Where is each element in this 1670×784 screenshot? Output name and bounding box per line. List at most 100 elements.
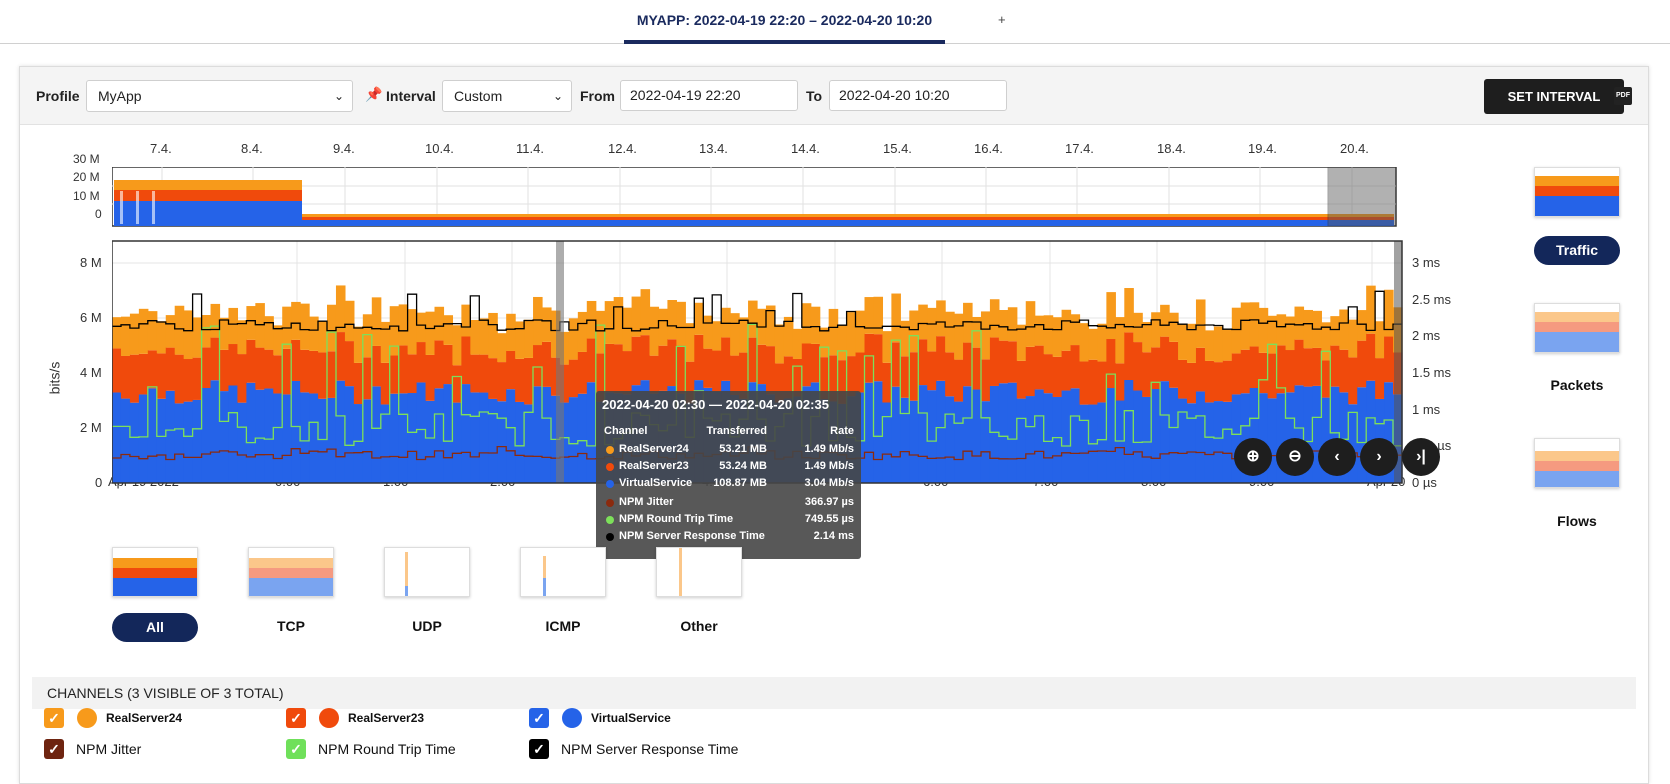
all-filter-thumbnail[interactable] <box>112 547 198 597</box>
tcp-filter-label[interactable]: TCP <box>277 618 305 634</box>
tcp-filter-thumbnail[interactable] <box>248 547 334 597</box>
realserver23-bar <box>219 349 230 392</box>
traffic-chart[interactable] <box>112 235 1457 487</box>
realserver23-bar <box>1285 350 1296 393</box>
realserver23-bar <box>1088 359 1099 405</box>
realserver23-bar <box>1160 336 1170 382</box>
other-filter-thumbnail[interactable] <box>656 547 742 597</box>
realserver24-bar <box>1142 322 1152 353</box>
virtualservice-bar <box>1106 388 1116 483</box>
channel-label: VirtualService <box>591 711 671 725</box>
realserver24-bar <box>210 303 221 338</box>
zoom-out-button[interactable]: ⊖ <box>1276 438 1314 476</box>
channel-checkbox[interactable]: ✓ <box>44 739 64 759</box>
realserver24-bar <box>972 316 982 348</box>
realserver23-bar <box>649 355 660 394</box>
tooltip-rate: 1.49 Mb/s <box>804 443 854 455</box>
virtualservice-bar <box>335 380 346 483</box>
traffic-view-thumbnail[interactable] <box>1534 167 1620 217</box>
channel-color-dot <box>562 708 582 728</box>
realserver24-bar <box>264 316 274 350</box>
realserver24-bar <box>963 302 973 343</box>
set-interval-button[interactable]: SET INTERVAL <box>1484 79 1624 114</box>
navigator-chart[interactable] <box>112 167 1457 230</box>
traffic-view-button[interactable]: Traffic <box>1534 236 1620 265</box>
jump-end-button[interactable]: ›| <box>1402 438 1440 476</box>
flows-view-thumbnail[interactable] <box>1534 438 1620 488</box>
realserver23-bar <box>1169 341 1179 388</box>
all-filter-button[interactable]: All <box>112 613 198 642</box>
realserver24-bar <box>801 303 812 344</box>
tab-myapp[interactable]: MYAPP: 2022-04-19 22:20 – 2022-04-20 10:… <box>624 0 945 44</box>
icmp-filter-label[interactable]: ICMP <box>545 618 581 634</box>
virtualservice-bar <box>1303 386 1314 483</box>
add-tab-button[interactable]: + <box>998 12 1006 27</box>
navigator-date-tick: 16.4. <box>974 141 1003 156</box>
realserver23-bar <box>1384 336 1394 383</box>
zoom-in-button[interactable]: ⊕ <box>1234 438 1272 476</box>
tooltip-channel-name: NPM Round Trip Time <box>619 513 734 525</box>
y2-axis-tick: 3 ms <box>1412 255 1441 270</box>
virtualservice-bar <box>542 386 552 483</box>
other-filter-label[interactable]: Other <box>680 618 718 634</box>
channel-color-dot <box>319 708 339 728</box>
pdf-icon[interactable]: PDF <box>1614 87 1632 105</box>
realserver23-bar <box>980 359 991 402</box>
realserver23-bar <box>1276 345 1287 394</box>
virtualservice-bar <box>362 399 373 483</box>
realserver23-bar <box>855 352 866 393</box>
navigator-selection[interactable] <box>1327 167 1397 227</box>
realserver23-bar <box>757 344 767 385</box>
to-input[interactable]: 2022-04-20 10:20 <box>829 80 1007 111</box>
pin-icon[interactable]: 📌 <box>365 86 383 102</box>
udp-filter-label[interactable]: UDP <box>412 618 442 634</box>
packets-view-label[interactable]: Packets <box>1550 377 1604 393</box>
virtualservice-bar <box>147 388 158 483</box>
realserver24-bar <box>864 297 875 334</box>
realserver24-bar <box>318 320 328 353</box>
realserver24-bar <box>1231 307 1242 354</box>
realserver23-bar <box>1079 361 1090 405</box>
pan-left-button[interactable]: ‹ <box>1318 438 1356 476</box>
realserver24-bar <box>685 323 695 362</box>
virtualservice-bar <box>479 392 489 483</box>
udp-filter-thumbnail[interactable] <box>384 547 470 597</box>
profile-label: Profile <box>36 88 80 104</box>
virtualservice-bar <box>1151 389 1161 483</box>
packets-view-thumbnail[interactable] <box>1534 303 1620 353</box>
virtualservice-bar <box>434 388 445 483</box>
profile-select[interactable]: MyApp ⌄ <box>86 80 353 112</box>
realserver24-bar <box>335 285 346 333</box>
virtualservice-bar <box>1294 385 1305 483</box>
icmp-filter-thumbnail[interactable] <box>520 547 606 597</box>
realserver23-bar <box>1321 360 1331 398</box>
channel-checkbox[interactable]: ✓ <box>44 708 64 728</box>
channel-label: NPM Jitter <box>76 741 142 757</box>
realserver24-bar <box>631 296 642 337</box>
realserver24-bar <box>873 296 884 335</box>
navigator-area <box>114 180 302 190</box>
realserver23-bar <box>721 337 731 381</box>
realserver24-bar <box>1375 321 1385 359</box>
channel-checkbox[interactable]: ✓ <box>286 739 306 759</box>
channel-checkbox[interactable]: ✓ <box>529 739 549 759</box>
realserver23-bar <box>407 354 418 394</box>
realserver24-bar <box>1240 302 1251 350</box>
realserver23-bar <box>210 337 221 381</box>
realserver23-bar <box>963 342 973 387</box>
flows-view-label[interactable]: Flows <box>1557 513 1597 529</box>
from-input[interactable]: 2022-04-19 22:20 <box>620 80 798 111</box>
channel-checkbox[interactable]: ✓ <box>529 708 549 728</box>
navigator-date-tick: 13.4. <box>699 141 728 156</box>
virtualservice-bar <box>497 401 507 483</box>
realserver23-bar <box>371 345 382 387</box>
pan-right-button[interactable]: › <box>1360 438 1398 476</box>
channel-checkbox[interactable]: ✓ <box>286 708 306 728</box>
virtualservice-bar <box>1195 391 1206 483</box>
virtualservice-bar <box>174 403 185 483</box>
realserver23-bar <box>1330 345 1340 387</box>
interval-select[interactable]: Custom ⌄ <box>442 80 572 112</box>
realserver24-bar <box>1357 310 1367 341</box>
realserver24-bar <box>452 325 462 366</box>
channels-header[interactable]: CHANNELS (3 VISIBLE OF 3 TOTAL) <box>32 677 1636 709</box>
